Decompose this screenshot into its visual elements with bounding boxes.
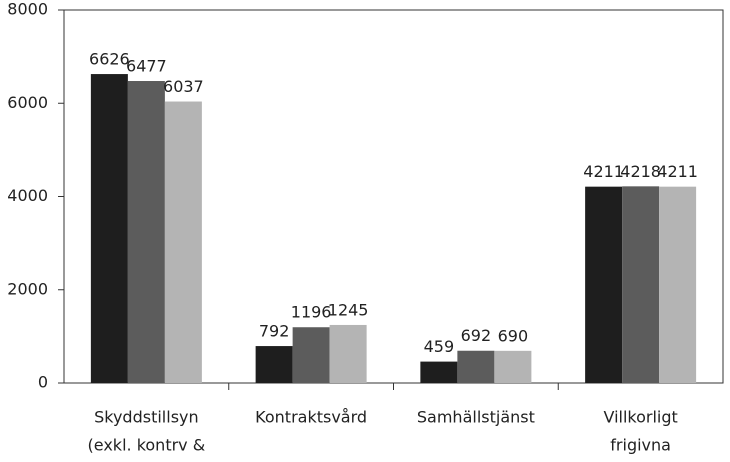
x-tick-label: (exkl. kontrv & [88, 436, 206, 455]
bar [622, 186, 660, 383]
value-label: 4211 [657, 162, 698, 181]
y-tick-label: 8000 [7, 0, 48, 19]
value-label: 1196 [291, 303, 332, 322]
bar [659, 186, 697, 383]
bar [329, 324, 367, 383]
value-label: 459 [424, 337, 455, 356]
value-label: 690 [498, 326, 529, 345]
value-label: 792 [259, 322, 290, 341]
value-label: 692 [461, 326, 492, 345]
bar [494, 350, 532, 383]
value-label: 6626 [89, 50, 130, 69]
bar [292, 327, 330, 383]
x-tick-label: Samhällstjänst [417, 408, 535, 427]
bar [164, 101, 202, 383]
x-tick-label: Villkorligt [603, 408, 677, 427]
y-tick-label: 0 [38, 373, 48, 392]
y-tick-label: 2000 [7, 279, 48, 298]
value-label: 4218 [620, 162, 661, 181]
bar [457, 350, 495, 383]
x-tick-label: Kontraktsvård [255, 408, 367, 427]
value-label: 6037 [163, 77, 204, 96]
value-label: 4211 [583, 162, 624, 181]
bar [420, 361, 458, 383]
value-label: 1245 [328, 300, 369, 319]
x-tick-label: frigivna [610, 436, 671, 455]
bar [255, 346, 293, 383]
bar [127, 81, 165, 383]
y-tick-label: 6000 [7, 93, 48, 112]
value-label: 6477 [126, 57, 167, 76]
bar [90, 74, 128, 384]
bar [585, 186, 623, 383]
x-tick-label: Skyddstillsyn [94, 408, 199, 427]
y-tick-label: 4000 [7, 186, 48, 205]
